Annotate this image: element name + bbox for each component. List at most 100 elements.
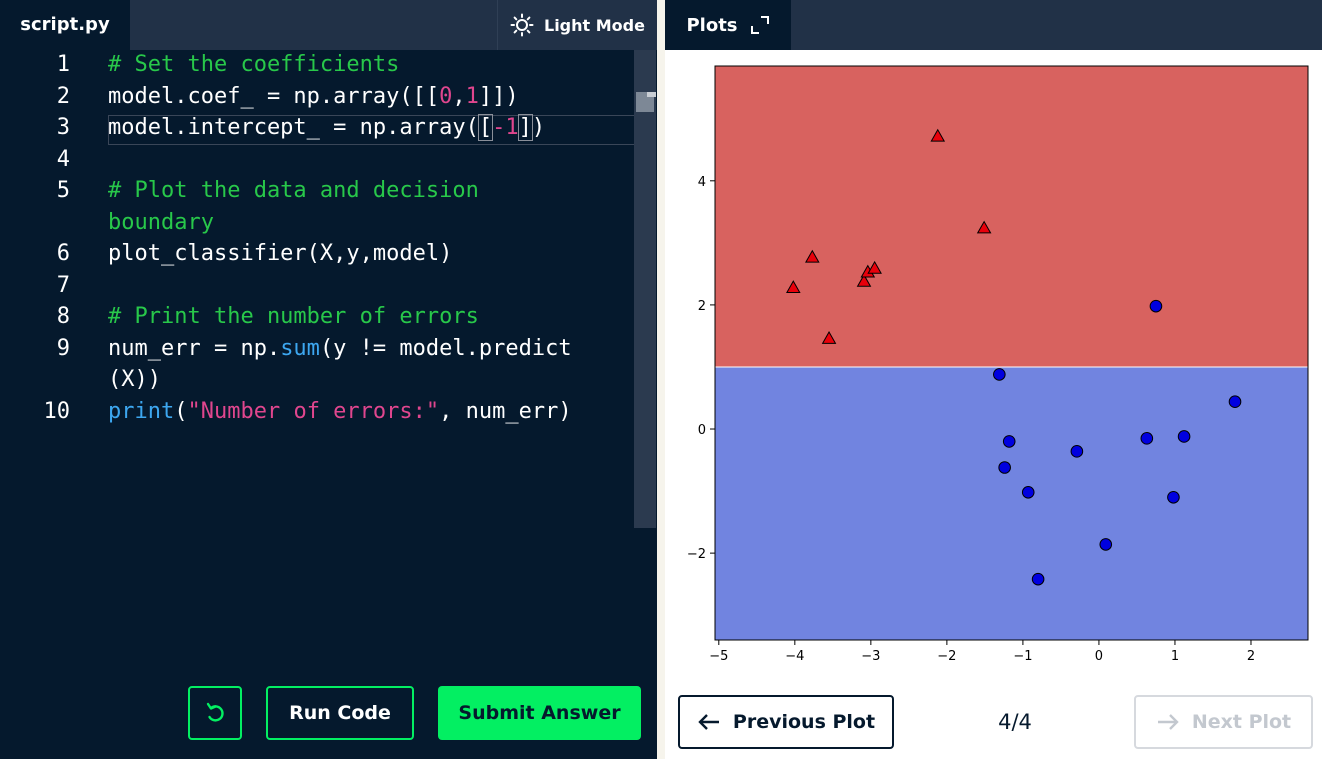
data-point-triangle [930, 128, 946, 142]
x-tick-label: 2 [1247, 649, 1255, 664]
code-token: sum [280, 335, 320, 361]
light-mode-toggle[interactable]: Light Mode [497, 0, 657, 50]
data-point-circle [1002, 435, 1016, 448]
x-tick-label: 0 [1095, 649, 1103, 664]
data-point-circle [1140, 432, 1154, 445]
data-point-triangle [867, 260, 882, 274]
line-number: 6 [56, 241, 70, 266]
line-number: 2 [56, 83, 70, 109]
editor-tab-bar: script.py Light Mode [0, 0, 657, 50]
sun-icon [510, 13, 534, 37]
code-token: -1 [492, 115, 519, 140]
plots-tab-label: Plots [686, 14, 738, 36]
data-point-circle [1099, 538, 1113, 551]
data-point-circle [1177, 430, 1191, 443]
code-token: 0 [439, 83, 453, 109]
plots-tab-bar: Plots [665, 0, 1322, 50]
editor-scrollbar-marker [647, 92, 656, 97]
x-tick-label: −2 [937, 649, 956, 664]
line-number: 8 [56, 304, 70, 329]
arrow-right-icon [1157, 714, 1179, 730]
code-token: ( [174, 398, 188, 424]
code-token: # Plot the data and decision [108, 178, 479, 203]
plot-page-indicator: 4/4 [998, 710, 1032, 734]
code-line: num_err = np.sum(y != model.predict [108, 336, 572, 361]
data-point-triangle [856, 273, 872, 287]
plots-panel: Plots −5 −4 −3 −2 −1 0 1 2 −2 0 2 4 Previous Plot 4… [665, 0, 1322, 759]
next-plot-label: Next Plot [1191, 711, 1292, 733]
code-area[interactable]: 1 # Set the coefficients 2 model.coef_ = np… [0, 50, 656, 680]
data-point-triangle [821, 331, 837, 344]
y-tick-label: −2 [687, 547, 706, 562]
pane-divider[interactable] [657, 0, 665, 759]
next-plot-button[interactable]: Next Plot [1134, 695, 1313, 749]
code-token: , num_err) [439, 398, 572, 424]
light-mode-label: Light Mode [544, 15, 645, 35]
x-tick-label: −1 [1013, 649, 1032, 664]
x-tick-label: −5 [709, 649, 728, 664]
line-number: 3 [56, 115, 70, 140]
data-point-circle [1149, 299, 1163, 313]
previous-plot-button[interactable]: Previous Plot [678, 695, 894, 749]
editor-scrollbar[interactable] [634, 50, 656, 528]
expand-icon[interactable] [750, 15, 770, 35]
data-point-circle [1031, 572, 1045, 586]
line-number: 7 [56, 272, 70, 298]
reset-code-button[interactable] [188, 686, 242, 740]
code-line: model.coef_ = np.array([[0,1]]) [108, 84, 519, 109]
line-number: 5 [56, 178, 70, 203]
code-line: plot_classifier(X,y,model) [108, 241, 452, 266]
code-token: boundary [108, 209, 214, 235]
code-token: plot_classifier(X,y,model) [108, 241, 453, 266]
data-point-circle [1228, 395, 1242, 409]
data-point-circle [998, 461, 1011, 474]
plot-frame [714, 65, 1309, 641]
code-token: (y != model.predict [319, 335, 572, 361]
code-line: # Print the number of errors [108, 304, 479, 329]
code-token: [ [477, 114, 494, 141]
code-line: boundary [108, 210, 214, 235]
code-token: ]]) [478, 83, 519, 109]
code-token: ] [517, 114, 533, 141]
data-point-circle [1167, 490, 1180, 504]
data-point-circle [1021, 486, 1035, 499]
tab-script-py[interactable]: script.py [0, 0, 130, 50]
code-token: "Number of errors:" [187, 398, 440, 424]
code-token: model.coef_ = np.array([[ [108, 83, 440, 109]
data-point-circle [993, 368, 1006, 381]
tab-plots[interactable]: Plots [665, 0, 791, 50]
x-tick-label: −4 [785, 649, 804, 664]
code-token: ) [531, 115, 546, 140]
editor-scrollbar-thumb[interactable] [636, 92, 654, 112]
code-token: # Set the coefficients [108, 52, 400, 77]
x-tick-label: 1 [1171, 649, 1179, 664]
previous-plot-label: Previous Plot [732, 711, 876, 733]
code-token: (X)) [108, 367, 161, 392]
code-token: print [108, 398, 175, 424]
decision-boundary-plot: −5 −4 −3 −2 −1 0 1 2 −2 0 2 4 [687, 65, 1309, 664]
region-class-0 [715, 366, 1308, 640]
x-tick-label: −3 [861, 649, 880, 664]
line-number: 9 [56, 335, 70, 361]
data-point-circle [1070, 445, 1084, 458]
run-code-button[interactable]: Run Code [266, 686, 414, 740]
data-point-triangle [805, 249, 820, 263]
region-class-1 [715, 66, 1308, 367]
y-tick-label: 2 [698, 299, 706, 314]
arrow-left-icon [698, 714, 719, 730]
code-token: model.intercept_ = np.array( [108, 115, 479, 140]
undo-icon [206, 702, 224, 722]
data-point-triangle [976, 220, 992, 234]
line-number: 1 [56, 52, 70, 77]
code-line: # Plot the data and decision [108, 178, 479, 203]
code-line: # Set the coefficients [108, 52, 399, 77]
y-tick-label: 4 [698, 175, 706, 190]
code-line: (X)) [108, 367, 161, 392]
code-token: # Print the number of errors [108, 304, 479, 329]
code-token: , [452, 83, 466, 109]
code-editor-panel: script.py Light Mode 1 # Set the coeffici… [0, 0, 657, 759]
code-token: num_err = np. [108, 335, 281, 361]
submit-answer-button[interactable]: Submit Answer [438, 686, 641, 740]
code-line: model.intercept_ = np.array([-1]) [108, 114, 546, 141]
line-number: 10 [43, 398, 71, 424]
